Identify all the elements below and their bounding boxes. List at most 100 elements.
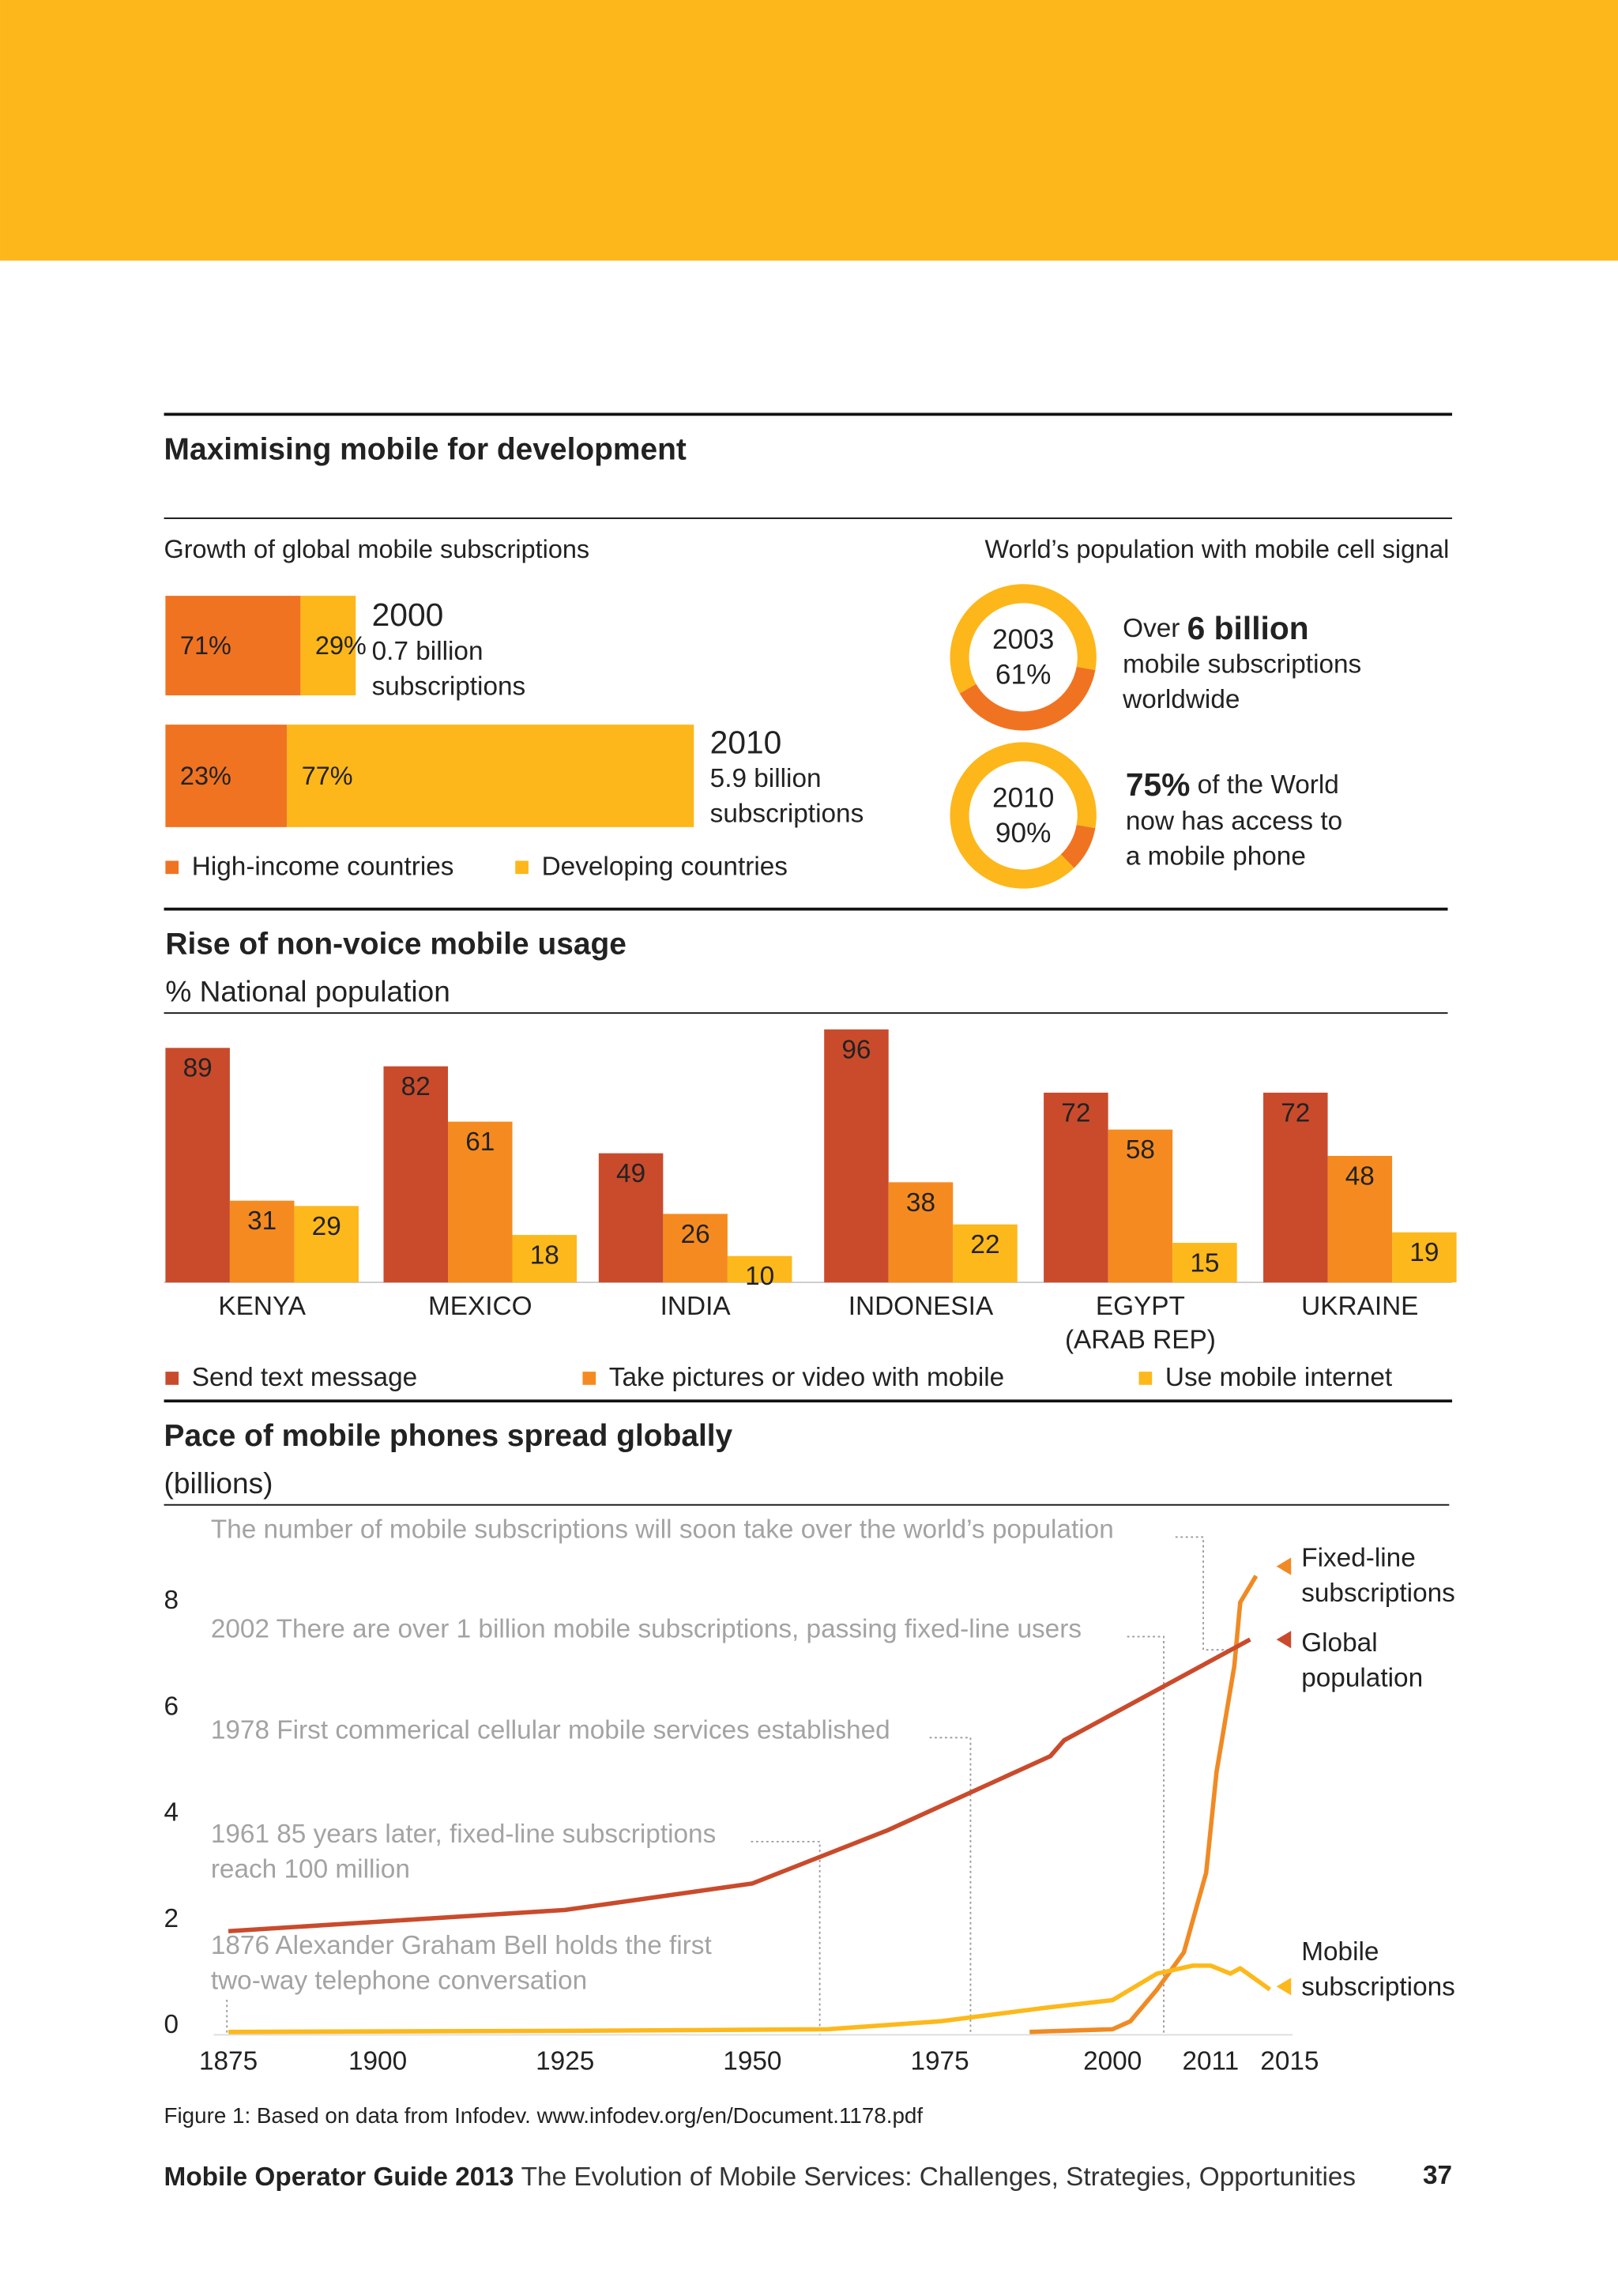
bar xyxy=(1392,1232,1457,1283)
y-tick-label: 0 xyxy=(164,2010,179,2039)
donut-year: 2003 xyxy=(992,624,1054,655)
category-label: UKRAINE xyxy=(1301,1291,1419,1321)
header-band xyxy=(0,0,1618,261)
bar xyxy=(447,1121,513,1283)
x-tick-label: 2000 xyxy=(1083,2046,1142,2076)
legend-swatch xyxy=(515,860,529,875)
legend-label: Send text message xyxy=(192,1363,417,1392)
bar xyxy=(727,1255,792,1283)
bar xyxy=(512,1235,578,1283)
annotation: 2002 There are over 1 billion mobile sub… xyxy=(211,1615,1082,1644)
category-label-box: INDIA xyxy=(660,1291,731,1321)
annotation-highlight: 75% xyxy=(1126,766,1191,803)
x-tick-label: 1925 xyxy=(536,2046,594,2076)
bar-segment xyxy=(165,596,301,696)
y-tick-label: 8 xyxy=(164,1586,179,1615)
category-label: INDONESIA xyxy=(848,1291,994,1321)
annotation: 5.9 billion xyxy=(710,764,822,793)
bar xyxy=(165,1048,230,1283)
y-tick-label: 6 xyxy=(164,1692,179,1721)
annotation: mobile subscriptions xyxy=(1123,650,1361,679)
category-label: KENYA xyxy=(218,1291,306,1321)
annotation: 1961 85 years later, fixed-line subscrip… xyxy=(211,1820,716,1849)
bar-segment xyxy=(165,725,288,827)
annotation: subscriptions xyxy=(710,800,864,829)
chart-subtitle: (billions) xyxy=(164,1466,273,1500)
value-label: 18 xyxy=(530,1240,559,1270)
bar xyxy=(294,1206,359,1283)
legend-label-box: Fixed-line subscriptions xyxy=(1301,1542,1455,1608)
value-label: 48 xyxy=(1345,1161,1375,1191)
value-label: 89 xyxy=(183,1054,213,1083)
bar xyxy=(383,1066,448,1283)
legend-label: Take pictures or video with mobile xyxy=(609,1363,1004,1392)
value-label: 72 xyxy=(1061,1098,1090,1127)
annotation: two-way telephone conversation xyxy=(211,1966,587,1995)
value-label: 31 xyxy=(247,1206,277,1236)
annotation: worldwide xyxy=(1122,685,1240,714)
legend-label: Developing countries xyxy=(542,852,788,881)
value-label: 49 xyxy=(616,1159,645,1188)
line xyxy=(1029,1575,1259,2034)
x-tick-label: 1875 xyxy=(199,2046,258,2076)
value-label: 38 xyxy=(906,1188,935,1218)
category-label: INDIA xyxy=(660,1291,731,1321)
value-label: 71% xyxy=(180,631,231,660)
category-label: MEXICO xyxy=(427,1291,532,1321)
bar xyxy=(1108,1129,1173,1283)
category-label-box: MEXICO xyxy=(427,1291,532,1321)
annotation: 0.7 billion xyxy=(372,637,484,666)
x-tick-label: 1975 xyxy=(910,2046,969,2076)
donut-rest xyxy=(1060,824,1096,868)
bar xyxy=(598,1153,664,1283)
y-tick-label: 4 xyxy=(164,1798,179,1827)
value-label: 61 xyxy=(465,1127,495,1157)
annotation-leader xyxy=(929,1737,972,2035)
legend-label: Use mobile internet xyxy=(1165,1363,1393,1392)
page-number: 37 xyxy=(1423,2161,1452,2190)
annotation-leader xyxy=(1127,1635,1165,2035)
category-label: EGYPT (ARAB REP) xyxy=(1064,1291,1216,1354)
chart-subtitle: % National population xyxy=(165,974,450,1007)
donut-value xyxy=(950,584,1097,694)
legend-swatch xyxy=(582,1372,596,1385)
value-label: 19 xyxy=(1409,1238,1439,1267)
footer-title: Mobile Operator Guide 2013 xyxy=(164,2162,514,2192)
bar xyxy=(663,1214,728,1283)
bar xyxy=(824,1029,889,1283)
annotation: a mobile phone xyxy=(1126,841,1306,871)
annotation-text: of the World xyxy=(1198,770,1339,800)
figure-caption: Figure 1: Based on data from Infodev. ww… xyxy=(164,2103,924,2128)
value-label: 22 xyxy=(970,1230,999,1259)
x-tick-label: 1950 xyxy=(723,2046,781,2076)
legend-label-box: Global population xyxy=(1301,1628,1423,1692)
x-tick-label: 1900 xyxy=(348,2046,407,2076)
value-label: 29 xyxy=(312,1212,341,1241)
value-label: 82 xyxy=(401,1072,431,1101)
value-label: 58 xyxy=(1126,1135,1155,1165)
donut-value-label: 61% xyxy=(995,660,1051,691)
annotation: reach 100 million xyxy=(211,1855,410,1884)
footer: Mobile Operator Guide 2013 The Evolution … xyxy=(164,2162,1356,2192)
line xyxy=(228,1637,1251,1934)
bar xyxy=(229,1200,295,1283)
legend-swatch xyxy=(165,1372,179,1385)
category-label-box: UKRAINE xyxy=(1301,1291,1419,1321)
bar-segment xyxy=(287,725,694,827)
donut-value-label: 90% xyxy=(995,818,1051,849)
bar xyxy=(1044,1092,1108,1283)
value-label: 23% xyxy=(180,762,231,790)
page-title: Maximising mobile for development xyxy=(164,432,687,466)
legend-label: Fixed-line subscriptions xyxy=(1301,1542,1455,1608)
annotation: now has access to xyxy=(1126,807,1342,836)
value-label: 96 xyxy=(841,1035,871,1064)
category-label-box: INDONESIA xyxy=(848,1291,994,1321)
value-label: 72 xyxy=(1281,1098,1310,1127)
bar xyxy=(888,1182,954,1283)
value-label: 10 xyxy=(745,1262,774,1291)
chart-title: Rise of non-voice mobile usage xyxy=(165,928,626,962)
chart-title: Growth of global mobile subscriptions xyxy=(164,535,590,563)
value-label: 15 xyxy=(1190,1249,1219,1278)
